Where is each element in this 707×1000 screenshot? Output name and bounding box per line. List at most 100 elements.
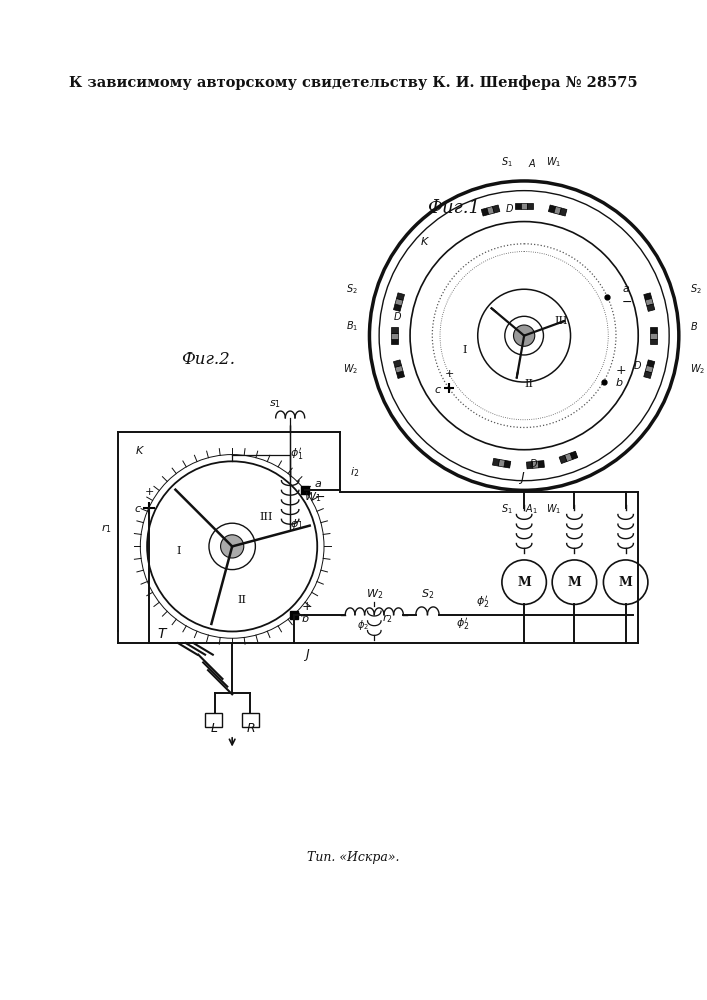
- Text: $+$: $+$: [301, 600, 312, 613]
- Polygon shape: [391, 333, 398, 339]
- Polygon shape: [515, 203, 521, 209]
- Text: $A$: $A$: [527, 157, 536, 169]
- Polygon shape: [644, 371, 652, 378]
- Text: $S_2$: $S_2$: [346, 282, 358, 296]
- Polygon shape: [549, 205, 556, 213]
- Polygon shape: [391, 327, 398, 333]
- Polygon shape: [391, 339, 398, 344]
- Polygon shape: [559, 455, 567, 464]
- Text: $D$: $D$: [633, 359, 643, 371]
- Polygon shape: [647, 304, 655, 311]
- Text: M: M: [619, 576, 633, 589]
- Text: $R$: $R$: [246, 722, 255, 735]
- Text: $W_1$: $W_1$: [546, 156, 561, 169]
- Text: $i_2$: $i_2$: [350, 465, 359, 479]
- Polygon shape: [645, 298, 653, 306]
- Polygon shape: [394, 360, 402, 367]
- Text: I: I: [177, 546, 181, 556]
- Circle shape: [513, 325, 534, 346]
- Polygon shape: [645, 365, 653, 373]
- Text: $W_2$: $W_2$: [343, 363, 358, 376]
- Polygon shape: [527, 203, 533, 209]
- Text: $T$: $T$: [157, 627, 168, 641]
- Text: $D$: $D$: [505, 202, 514, 214]
- Text: $\phi_2'$: $\phi_2'$: [457, 616, 470, 632]
- Text: $+$: $+$: [444, 368, 454, 379]
- Text: $\phi_1$: $\phi_1$: [290, 517, 304, 531]
- Text: I: I: [462, 345, 467, 355]
- Polygon shape: [481, 208, 489, 216]
- Text: $B$: $B$: [691, 320, 699, 332]
- Polygon shape: [650, 327, 657, 333]
- Text: $W_2$: $W_2$: [366, 587, 383, 601]
- Polygon shape: [397, 371, 404, 378]
- Polygon shape: [565, 453, 573, 462]
- Polygon shape: [532, 461, 539, 468]
- Polygon shape: [560, 208, 567, 216]
- Text: $+$: $+$: [144, 486, 154, 497]
- Polygon shape: [554, 206, 561, 215]
- Text: $K$: $K$: [419, 235, 430, 247]
- Polygon shape: [538, 461, 544, 468]
- Text: $A_1$: $A_1$: [525, 502, 538, 516]
- Text: $D$: $D$: [393, 310, 402, 322]
- Text: $r_1$: $r_1$: [100, 522, 112, 535]
- Text: $\phi_1'$: $\phi_1'$: [290, 446, 304, 462]
- Polygon shape: [647, 360, 655, 367]
- Text: $B_1$: $B_1$: [346, 319, 358, 333]
- Polygon shape: [570, 451, 578, 460]
- Text: $S_1$: $S_1$: [501, 156, 513, 169]
- Bar: [242, 713, 259, 727]
- Text: $-$: $-$: [314, 490, 325, 503]
- Polygon shape: [487, 206, 494, 215]
- Text: $c$: $c$: [134, 504, 142, 514]
- Polygon shape: [504, 460, 510, 468]
- Polygon shape: [493, 205, 500, 213]
- Polygon shape: [521, 203, 527, 209]
- Polygon shape: [527, 462, 533, 469]
- Polygon shape: [395, 298, 403, 306]
- Text: Фиг.1.: Фиг.1.: [428, 199, 486, 217]
- Polygon shape: [394, 304, 402, 311]
- Text: $J$: $J$: [303, 647, 310, 663]
- Text: $s_1$: $s_1$: [269, 398, 281, 410]
- Text: $W_1$: $W_1$: [304, 490, 321, 504]
- Text: $b$: $b$: [615, 376, 624, 388]
- Text: $+$: $+$: [615, 364, 626, 377]
- Text: $b$: $b$: [301, 612, 310, 624]
- Text: $K$: $K$: [135, 444, 145, 456]
- Text: $L$: $L$: [210, 722, 218, 735]
- Text: II: II: [525, 379, 534, 389]
- Text: $S_1$: $S_1$: [501, 502, 513, 516]
- Polygon shape: [650, 333, 657, 339]
- Text: III: III: [554, 316, 568, 326]
- Circle shape: [221, 535, 244, 558]
- Text: $D$: $D$: [530, 457, 538, 469]
- Text: $W_2$: $W_2$: [691, 363, 706, 376]
- Text: Фиг.2.: Фиг.2.: [181, 351, 235, 368]
- Polygon shape: [493, 458, 499, 466]
- Text: $c$: $c$: [434, 385, 443, 395]
- Text: $r_2$: $r_2$: [382, 612, 392, 625]
- Text: $\phi_2$: $\phi_2$: [357, 618, 369, 632]
- Text: $-$: $-$: [621, 295, 632, 308]
- Text: $J$: $J$: [518, 470, 526, 486]
- Text: $W_1$: $W_1$: [546, 502, 561, 516]
- Polygon shape: [498, 459, 505, 467]
- Polygon shape: [644, 293, 652, 300]
- Bar: [205, 713, 223, 727]
- Polygon shape: [650, 339, 657, 344]
- Text: $a$: $a$: [622, 284, 630, 294]
- Polygon shape: [395, 365, 403, 373]
- Text: К зависимому авторскому свидетельству К. И. Шенфера № 28575: К зависимому авторскому свидетельству К.…: [69, 75, 638, 90]
- Text: M: M: [568, 576, 581, 589]
- Text: III: III: [259, 512, 273, 522]
- Text: $S_2$: $S_2$: [691, 282, 702, 296]
- Text: Тип. «Искра».: Тип. «Искра».: [308, 851, 399, 864]
- Text: $S_2$: $S_2$: [421, 587, 434, 601]
- Polygon shape: [397, 293, 404, 300]
- Text: M: M: [518, 576, 531, 589]
- Text: II: II: [238, 595, 246, 605]
- Text: $a$: $a$: [314, 479, 322, 489]
- Text: $\phi_2'$: $\phi_2'$: [476, 594, 489, 610]
